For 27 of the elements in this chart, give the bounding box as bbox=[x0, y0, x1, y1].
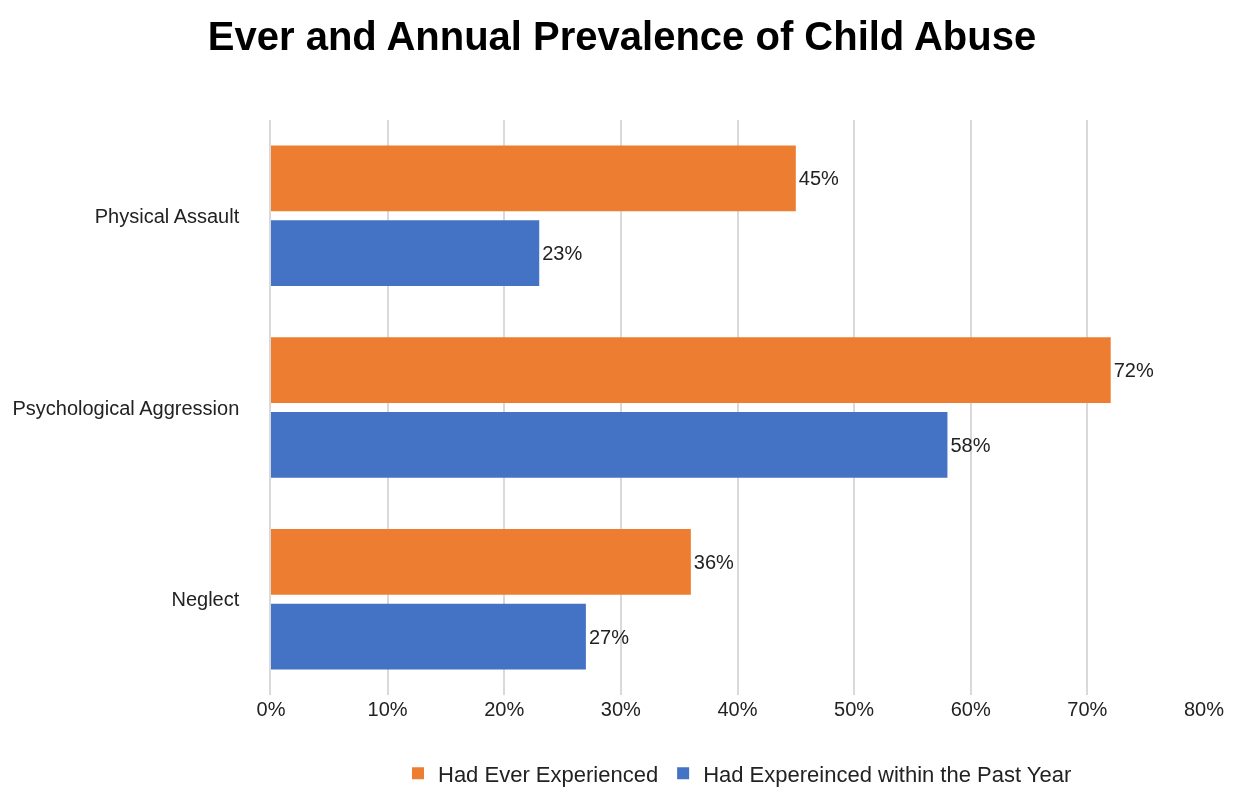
bar bbox=[271, 603, 586, 670]
bar bbox=[271, 528, 691, 595]
x-tick-label: 30% bbox=[600, 698, 642, 720]
chart-title: Ever and Annual Prevalence of Child Abuse bbox=[207, 14, 1037, 59]
bar bbox=[271, 220, 540, 287]
bar bbox=[271, 145, 796, 212]
x-tick-label: 50% bbox=[834, 698, 875, 720]
legend-label: Had Ever Experienced bbox=[438, 761, 659, 787]
y-tick-label: Physical Assault bbox=[94, 204, 240, 227]
data-label: 58% bbox=[950, 433, 991, 456]
y-tick-label: Psychological Aggression bbox=[12, 396, 240, 419]
x-tick-label: 20% bbox=[484, 698, 525, 720]
bar bbox=[271, 411, 948, 478]
x-tick-label: 60% bbox=[950, 698, 991, 720]
x-tick-label: 40% bbox=[717, 698, 758, 720]
x-tick-label: 70% bbox=[1067, 698, 1108, 720]
bar bbox=[271, 337, 1111, 404]
data-label: 36% bbox=[693, 550, 735, 573]
data-label: 45% bbox=[798, 167, 840, 190]
x-tick-label: 0% bbox=[256, 698, 286, 720]
data-label: 72% bbox=[1113, 359, 1154, 382]
x-tick-label: 10% bbox=[367, 698, 408, 720]
data-label: 23% bbox=[542, 242, 583, 265]
y-tick-label: Neglect bbox=[171, 588, 240, 611]
legend-label: Had Expereinced within the Past Year bbox=[703, 761, 1072, 787]
x-tick-label: 80% bbox=[1183, 698, 1225, 720]
data-label: 27% bbox=[588, 625, 630, 648]
